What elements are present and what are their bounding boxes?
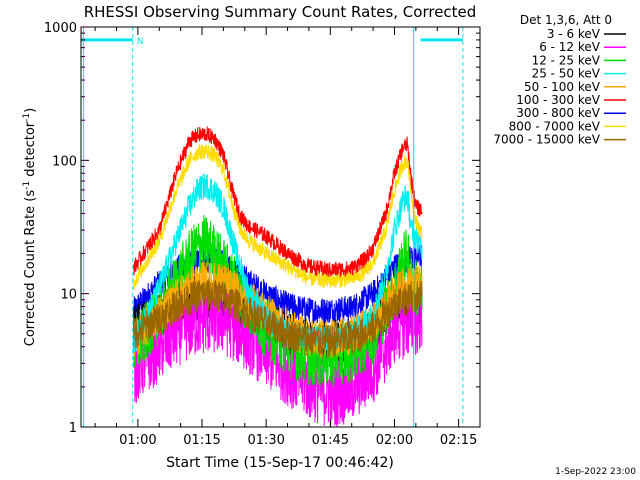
legend-label: 12 - 25 keV — [532, 53, 601, 67]
x-tick-label: 02:15 — [440, 433, 477, 448]
legend-header: Det 1,3,6, Att 0 — [520, 13, 612, 27]
y-tick-label: 1000 — [44, 21, 77, 36]
legend-label: 7000 - 15000 keV — [493, 133, 600, 147]
legend-label: 25 - 50 keV — [532, 67, 601, 81]
x-axis-label: Start Time (15-Sep-17 00:46:42) — [166, 455, 394, 471]
x-tick-label: 01:30 — [247, 433, 284, 448]
night-marker-label: N — [137, 37, 144, 47]
legend-label: 800 - 7000 keV — [509, 119, 601, 133]
footer-timestamp: 1-Sep-2022 23:00 — [555, 467, 636, 477]
x-tick-label: 01:45 — [312, 433, 349, 448]
legend-label: 300 - 800 keV — [516, 106, 600, 120]
x-tick-label: 01:00 — [119, 433, 156, 448]
y-tick-label: 1 — [69, 421, 77, 436]
y-axis: 1 10 100 1000 — [44, 21, 480, 436]
series-line-5 — [133, 126, 423, 278]
series-traces — [133, 126, 423, 427]
y-tick-label: 10 — [60, 288, 77, 303]
legend-label: 6 - 12 keV — [539, 40, 601, 54]
legend-label: 50 - 100 keV — [524, 80, 601, 94]
legend-label: 3 - 6 keV — [547, 27, 601, 41]
x-axis: 01:00 01:15 01:30 01:45 02:00 02:15 — [94, 27, 481, 448]
series-line-7 — [133, 144, 423, 290]
plot-frame — [80, 26, 481, 428]
series-line-8 — [133, 278, 423, 358]
x-tick-label: 01:15 — [183, 433, 220, 448]
observing-overlays: N — [81, 27, 464, 427]
x-tick-label: 02:00 — [376, 433, 413, 448]
y-axis-label: Corrected Count Rate (s-1 detector-1) — [22, 108, 38, 346]
legend-label: 100 - 300 keV — [516, 93, 600, 107]
y-tick-label: 100 — [52, 154, 77, 169]
chart-title: RHESSI Observing Summary Count Rates, Co… — [84, 3, 477, 21]
